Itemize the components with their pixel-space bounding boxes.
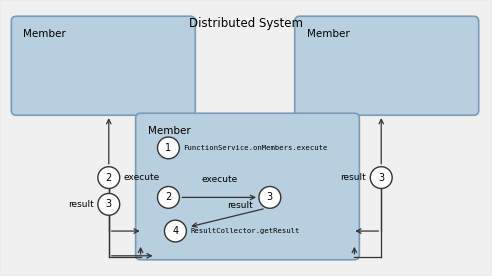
Text: 2: 2 [106, 172, 112, 183]
FancyBboxPatch shape [136, 113, 359, 260]
Text: execute: execute [201, 174, 237, 184]
FancyBboxPatch shape [295, 16, 479, 115]
Text: execute: execute [123, 173, 160, 182]
Text: 3: 3 [267, 192, 273, 202]
Circle shape [98, 167, 120, 189]
Circle shape [157, 187, 180, 208]
Text: 2: 2 [165, 192, 172, 202]
Text: result: result [228, 201, 253, 210]
Text: result: result [68, 200, 94, 209]
Text: 1: 1 [165, 143, 172, 153]
Text: Member: Member [307, 29, 349, 39]
Text: Distributed System: Distributed System [189, 17, 303, 30]
Text: Member: Member [23, 29, 66, 39]
Circle shape [259, 187, 281, 208]
Circle shape [98, 193, 120, 215]
FancyBboxPatch shape [11, 16, 195, 115]
Text: result: result [340, 173, 367, 182]
Circle shape [370, 167, 392, 189]
Text: 4: 4 [172, 226, 179, 236]
Text: ResultCollector.getResult: ResultCollector.getResult [190, 228, 300, 234]
Text: 3: 3 [378, 172, 384, 183]
Text: FunctionService.onMembers.execute: FunctionService.onMembers.execute [184, 145, 328, 151]
Text: Member: Member [148, 126, 190, 136]
Text: 3: 3 [106, 199, 112, 209]
Circle shape [157, 137, 180, 159]
Circle shape [164, 220, 186, 242]
